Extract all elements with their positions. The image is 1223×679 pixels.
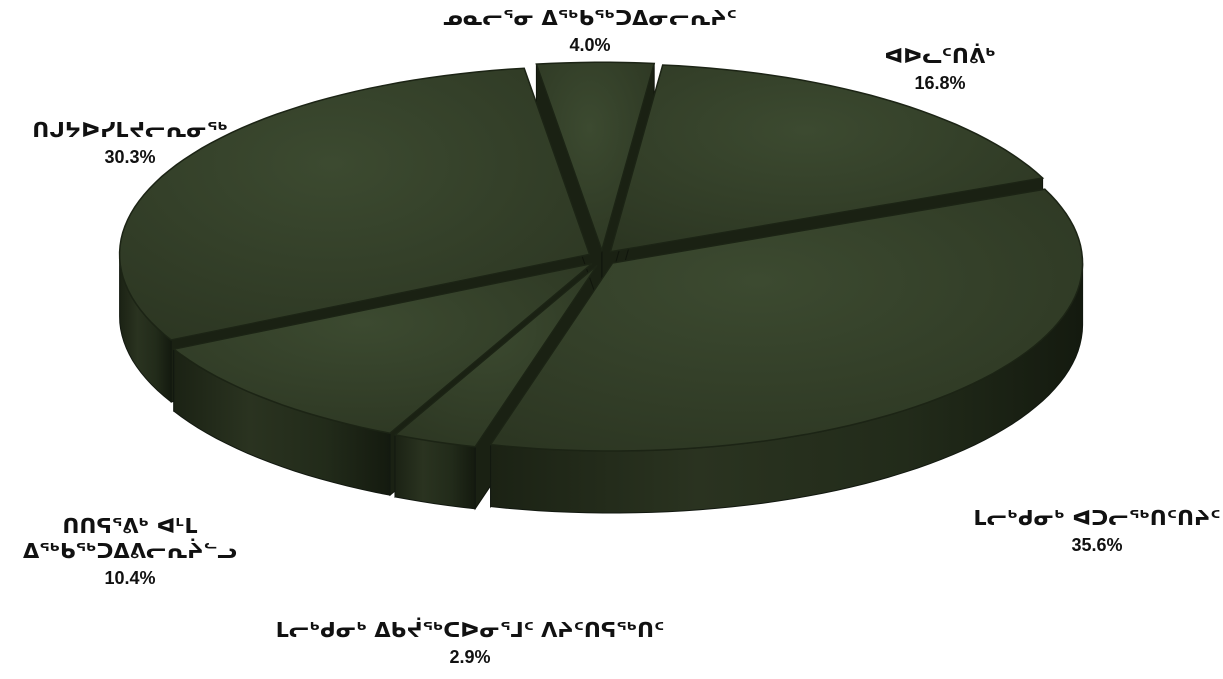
slice-0-percent: 4.0% xyxy=(569,35,611,56)
slice-4-name: ᑎᑎᕋᕐᕕᒃ ᐊᒻᒪ ᐃᖅᑲᖅᑐᐃᕕᓕᕆᔩᓪᓗ xyxy=(23,514,237,564)
slice-5-name: ᑎᒍᔭᐅᓯᒪᔪᓕᕆᓂᖅ xyxy=(32,118,228,142)
slice-top-4 xyxy=(172,262,593,435)
slice-1-percent: 16.8% xyxy=(914,73,966,94)
slice-3-name: ᒪᓕᒃᑯᓂᒃ ᐃᑲᔫᖅᑕᐅᓂᕐᒧᑦ ᐱᔨᑦᑎᕋᖅᑎᑦ xyxy=(275,618,665,642)
slice-label-1: ᐊᐅᓚᑦᑎᕖᒃ 16.8% xyxy=(820,44,1060,95)
slice-label-2: ᒪᓕᒃᑯᓂᒃ ᐊᑐᓕᖅᑎᑦᑎᔨᑦ 35.6% xyxy=(972,506,1222,557)
slice-top-2 xyxy=(489,188,1084,452)
slice-top-3 xyxy=(393,264,598,448)
slice-top-0 xyxy=(535,61,656,253)
slice-label-3: ᒪᓕᒃᑯᓂᒃ ᐃᑲᔫᖅᑕᐅᓂᕐᒧᑦ ᐱᔨᑦᑎᕋᖅᑎᑦ 2.9% xyxy=(250,618,690,669)
slice-0-name: ᓄᓇᓕᕐᓂ ᐃᖅᑲᖅᑐᐃᓂᓕᕆᔨᑦ xyxy=(443,6,737,30)
slice-label-5: ᑎᒍᔭᐅᓯᒪᔪᓕᕆᓂᖅ 30.3% xyxy=(6,118,254,169)
slice-4-percent: 10.4% xyxy=(104,568,156,589)
slice-1-name: ᐊᐅᓚᑦᑎᕖᒃ xyxy=(884,44,996,68)
slice-top-1 xyxy=(609,64,1045,253)
slice-2-percent: 35.6% xyxy=(1071,535,1123,556)
slice-top-5 xyxy=(118,67,591,341)
slice-2-name: ᒪᓕᒃᑯᓂᒃ ᐊᑐᓕᖅᑎᑦᑎᔨᑦ xyxy=(973,506,1221,530)
slice-3-percent: 2.9% xyxy=(449,647,491,668)
pie-tops xyxy=(118,61,1084,452)
slice-5-percent: 30.3% xyxy=(104,147,156,168)
slice-label-4: ᑎᑎᕋᕐᕕᒃ ᐊᒻᒪ ᐃᖅᑲᖅᑐᐃᕕᓕᕆᔩᓪᓗ 10.4% xyxy=(6,514,254,590)
slice-label-0: ᓄᓇᓕᕐᓂ ᐃᖅᑲᖅᑐᐃᓂᓕᕆᔨᑦ 4.0% xyxy=(380,6,800,57)
